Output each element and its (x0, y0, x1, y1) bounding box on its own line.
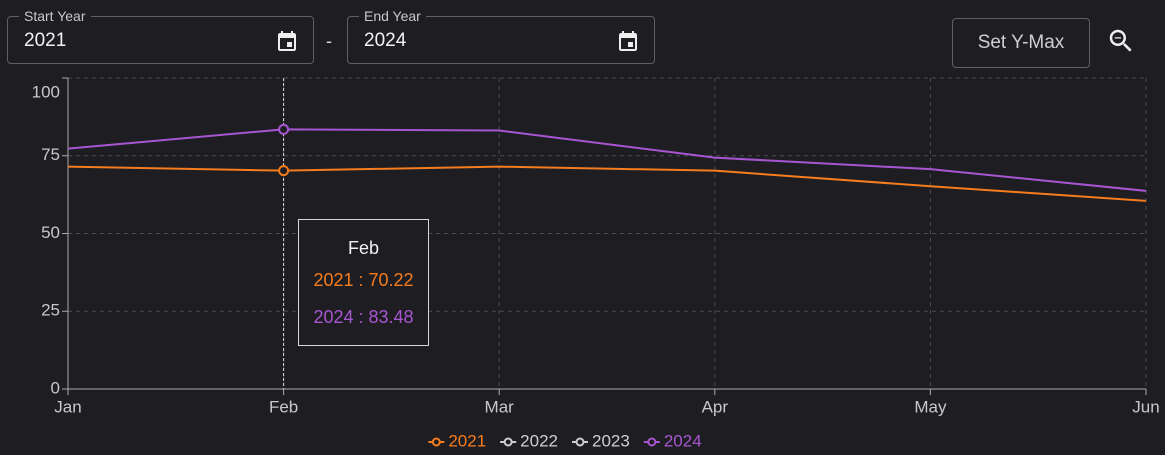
y-tick-label: 100 (32, 82, 60, 101)
legend-icon (647, 437, 657, 447)
field-label: End Year (359, 8, 426, 24)
tooltip-title: Feb (347, 238, 380, 258)
calendar-icon[interactable] (275, 29, 299, 53)
legend-label: 2023 (592, 431, 630, 450)
legend-icon (575, 437, 585, 447)
tooltip: Feb 2021 : 70.22 2024 : 83.48 (298, 219, 429, 346)
series-line (67, 128, 1147, 192)
legend-label: 2024 (664, 431, 702, 450)
legend-item[interactable]: 2022 (500, 431, 558, 450)
legend-icon (431, 437, 441, 447)
calendar-icon[interactable] (616, 29, 640, 53)
legend-item[interactable]: 2021 (428, 431, 486, 450)
y-tick-label: 25 (41, 301, 60, 320)
hover-point (278, 123, 290, 135)
field-value: 2021 (24, 30, 67, 51)
field-value: 2024 (364, 30, 407, 51)
end-year-input[interactable]: End Year 2024 (347, 8, 655, 64)
zoom-icon[interactable] (1106, 26, 1136, 56)
series-line (67, 165, 1147, 202)
legend-icon (503, 437, 513, 447)
separator: - (326, 31, 332, 51)
set-ymax-button[interactable]: Set Y-Max (952, 18, 1090, 68)
legend-label: 2022 (520, 431, 558, 450)
legend-item[interactable]: 2023 (572, 431, 630, 450)
legend: 2021 2022 2023 2024 (428, 431, 702, 450)
y-tick-label: 75 (41, 145, 60, 164)
tooltip-line: 2024 : 83.48 (313, 307, 414, 327)
legend-label: 2021 (448, 431, 486, 450)
x-tick-label: Jun (1132, 397, 1159, 416)
x-tick-label: Mar (485, 397, 515, 416)
legend-item[interactable]: 2024 (643, 431, 702, 450)
x-tick-label: Apr (702, 397, 729, 416)
y-tick-label: 0 (51, 378, 60, 397)
x-tick-label: Feb (269, 397, 298, 416)
field-label: Start Year (19, 8, 91, 24)
start-year-input[interactable]: Start Year 2021 (7, 8, 314, 64)
x-tick-label: May (914, 397, 947, 416)
x-tick-label: Jan (54, 397, 81, 416)
hover-point (278, 165, 290, 177)
tooltip-line: 2021 : 70.22 (313, 270, 414, 290)
y-tick-label: 50 (41, 223, 60, 242)
